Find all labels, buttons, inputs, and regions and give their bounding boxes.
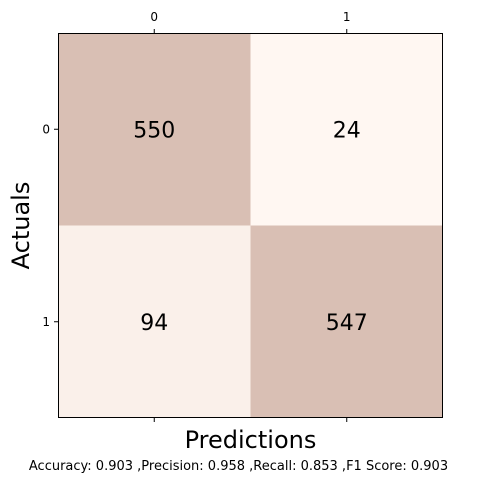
x-axis-label: Predictions (185, 426, 317, 454)
y-tick-label: 1 (42, 315, 50, 329)
metrics-summary: Accuracy: 0.903 ,Precision: 0.958 ,Recal… (28, 459, 449, 474)
cell-value-label: 94 (140, 311, 168, 336)
y-axis-label: Actuals (7, 182, 35, 270)
plot-frame (58, 33, 443, 418)
x-tick-label: 0 (150, 10, 158, 24)
cell-value-label: 24 (333, 118, 361, 143)
heatmap-cell (250, 225, 443, 418)
heatmap-cell (250, 33, 443, 226)
heatmap-cell (58, 225, 251, 418)
x-tick-label: 1 (343, 10, 351, 24)
cell-value-label: 547 (326, 311, 368, 336)
cell-value-label: 550 (133, 118, 175, 143)
y-tick-label: 0 (42, 122, 50, 136)
heatmap-cell (58, 33, 251, 226)
